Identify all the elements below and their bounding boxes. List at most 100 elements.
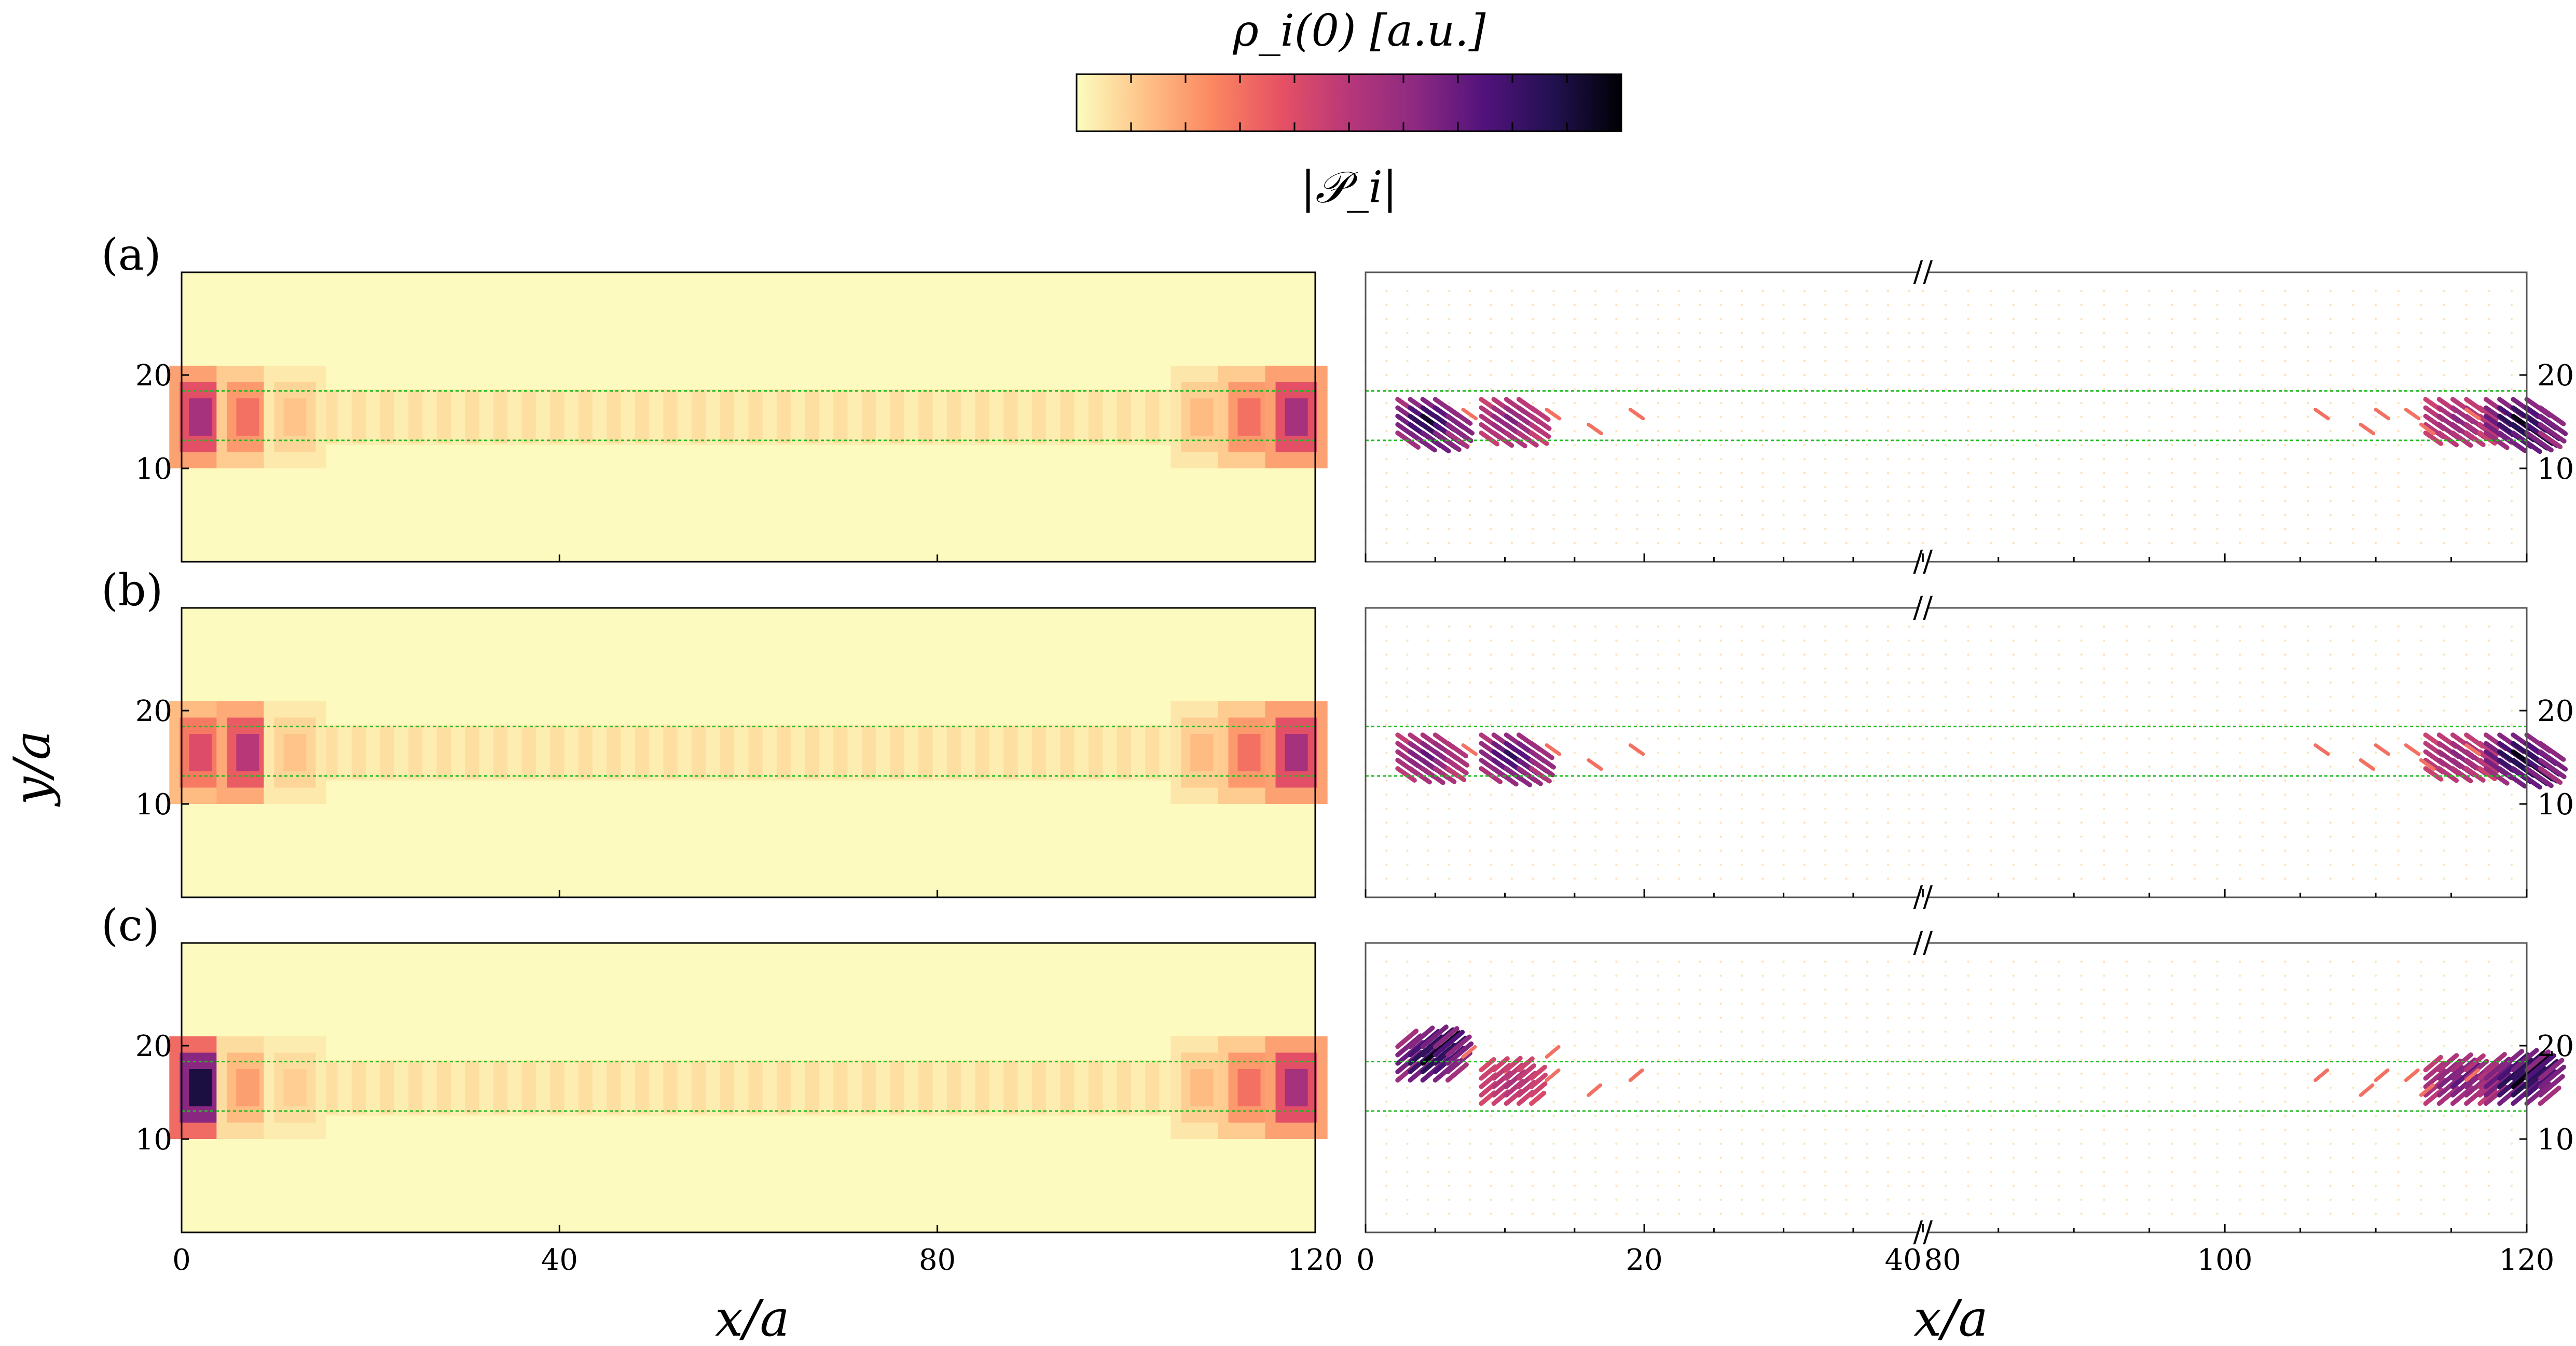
vector-dot [1699, 1212, 1701, 1215]
vector-dot [1740, 1016, 1743, 1019]
vector-dot [1908, 877, 1910, 880]
vector-dot [1761, 793, 1764, 796]
vector-dot [2080, 765, 2083, 768]
polarization-arrow [1529, 405, 1551, 422]
polarization-arrow [1420, 431, 1451, 454]
vector-dot [2193, 457, 2196, 461]
vector-dot [1510, 1184, 1513, 1187]
vector-dot [1469, 1128, 1471, 1131]
vector-dot [1573, 863, 1576, 866]
vector-dot [1678, 863, 1680, 866]
vector-dot [2103, 960, 2105, 963]
vector-dot [2216, 317, 2219, 321]
vector-dot [2193, 373, 2196, 377]
vector-dot [2148, 667, 2151, 670]
vector-dot [2035, 1058, 2037, 1061]
vector-dot [2306, 303, 2309, 307]
vector-dot [1490, 317, 1492, 321]
vector-dot [2284, 779, 2286, 782]
vector-dot [1761, 849, 1764, 852]
vector-dot [1552, 528, 1555, 531]
vector-dot [1469, 1198, 1471, 1201]
vector-dot [1740, 807, 1743, 810]
vector-dot [2352, 807, 2354, 810]
vector-dot [1427, 1184, 1430, 1187]
vector-dot [2148, 1198, 2151, 1201]
vector-dot [1469, 639, 1471, 642]
vector-dot [1573, 1184, 1576, 1187]
vector-dot [1678, 849, 1680, 852]
vector-dot [2012, 1212, 2015, 1215]
vector-dot [1552, 960, 1555, 963]
vector-dot [1922, 723, 1924, 726]
vector-dot [1866, 974, 1869, 977]
vector-dot [1886, 471, 1890, 475]
vector-dot [2306, 514, 2309, 517]
vector-dot [2465, 1170, 2468, 1173]
vector-dot [1552, 807, 1555, 810]
vector-dot [1699, 737, 1701, 740]
vector-dot [1989, 485, 1992, 489]
vector-dot [2510, 821, 2513, 824]
vector-dot [2442, 542, 2445, 545]
vector-dot [1385, 681, 1388, 684]
vector-dot [2420, 317, 2422, 321]
vector-dot [1636, 737, 1638, 740]
vector-dot [2510, 1142, 2513, 1145]
vector-dot [2306, 835, 2309, 838]
vector-dot [1989, 793, 1992, 796]
vector-dot [1886, 821, 1890, 824]
vector-dot [2510, 625, 2513, 628]
vector-dot [1886, 1156, 1890, 1159]
vector-dot [2510, 528, 2513, 531]
vector-dot [1678, 807, 1680, 810]
vector-dot [2374, 345, 2377, 349]
vector-dot [2510, 988, 2513, 991]
vector-dot [2035, 514, 2037, 517]
polarization-arrow [2477, 1062, 2500, 1081]
vector-dot [2488, 625, 2490, 628]
vector-dot [1845, 1072, 1848, 1075]
vector-dot [2397, 695, 2400, 698]
vector-dot [1678, 1016, 1680, 1019]
vector-dot [2103, 542, 2105, 545]
vector-dot [2306, 457, 2309, 461]
vector-dot [2329, 877, 2332, 880]
vector-dot [2012, 317, 2015, 321]
vector-dot [1719, 695, 1723, 698]
vector-dot [1615, 835, 1618, 838]
vector-dot [2465, 387, 2468, 391]
channel-cell [862, 1061, 876, 1114]
vector-dot [1944, 877, 1947, 880]
channel-cell [380, 391, 394, 443]
vector-dot [1510, 681, 1513, 684]
vector-dot [2239, 1002, 2241, 1005]
vector-dot [2306, 821, 2309, 824]
vector-dot [2488, 807, 2490, 810]
vector-dot [1866, 1072, 1869, 1075]
vector-dot [1908, 1016, 1910, 1019]
vector-dot [1448, 1170, 1451, 1173]
vector-dot [2465, 485, 2468, 489]
y-tick-label: 10 [135, 452, 172, 486]
vector-dot [2193, 988, 2196, 991]
vector-dot [2012, 1114, 2015, 1117]
vector-dot [2329, 1072, 2332, 1075]
vector-dot [1448, 988, 1451, 991]
vector-dot [1740, 1212, 1743, 1215]
vector-dot [2193, 821, 2196, 824]
vector-dot [1636, 359, 1638, 363]
vector-dot [1594, 289, 1597, 293]
vector-dot [2148, 1016, 2151, 1019]
vector-dot [2284, 723, 2286, 726]
vector-dot [2125, 960, 2128, 963]
vector-dot [1615, 639, 1618, 642]
vector-dot [1866, 765, 1869, 768]
vector-dot [1573, 695, 1576, 698]
vector-dot [1406, 988, 1409, 991]
vector-dot [2125, 485, 2128, 489]
vector-dot [2397, 667, 2400, 670]
vector-dot [2148, 835, 2151, 838]
vector-dot [2284, 1100, 2286, 1103]
vector-dot [2239, 960, 2241, 963]
